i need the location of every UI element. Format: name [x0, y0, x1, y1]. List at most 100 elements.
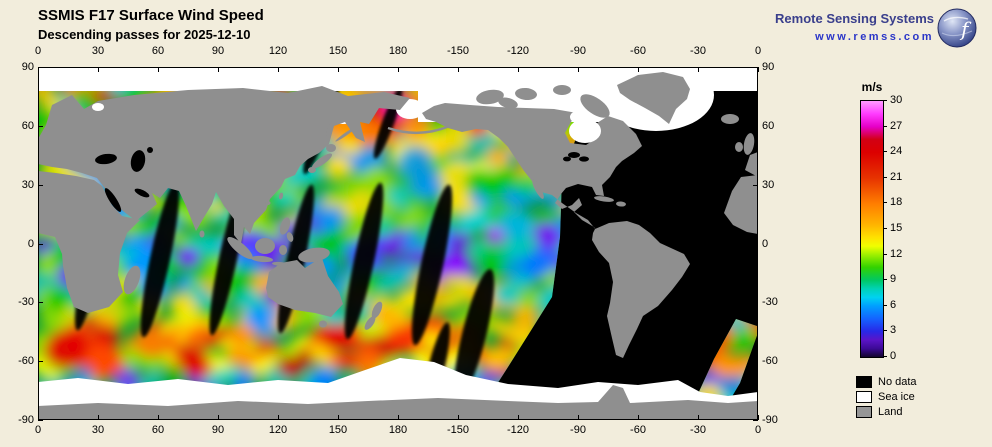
colorbar-tick-mark [883, 253, 887, 255]
org-name: Remote Sensing Systems [775, 11, 934, 26]
tick-mark [38, 125, 43, 127]
swath-gap [411, 184, 453, 346]
tick-mark [278, 67, 279, 72]
tick-mark [758, 67, 759, 72]
swath-gap [344, 182, 384, 340]
page-subtitle: Descending passes for 2025-12-10 [38, 27, 251, 42]
tick-mark [698, 415, 699, 420]
tick-mark [518, 415, 519, 420]
lat-tick-label: -30 [18, 296, 34, 309]
sea-ice-bays [92, 103, 601, 143]
legend-item: No data [856, 374, 917, 389]
colorbar-tick-label: 15 [890, 222, 903, 234]
tick-mark [338, 67, 339, 72]
tick-mark [98, 67, 99, 72]
lon-tick-label: 90 [211, 424, 225, 436]
lon-tick-label: -120 [506, 45, 530, 57]
lat-tick-label: 60 [21, 119, 34, 132]
legend-item: Land [856, 404, 917, 419]
colorbar-unit: m/s [861, 80, 883, 94]
globe-logo-icon: f [936, 7, 978, 49]
lon-tick-label: -90 [570, 45, 586, 57]
tick-mark [218, 415, 219, 420]
world-map [38, 67, 758, 420]
tick-mark [38, 67, 43, 68]
tick-mark [753, 302, 758, 304]
legend-swatch [856, 375, 872, 388]
tick-mark [38, 361, 43, 363]
tick-mark [458, 67, 459, 72]
lon-tick-label: 180 [388, 424, 408, 436]
legend-label: No data [878, 375, 917, 388]
tick-mark [38, 420, 43, 421]
colorbar-tick-mark [883, 202, 887, 204]
lon-tick-label: -150 [446, 45, 470, 57]
colorbar-tick-mark [883, 176, 887, 178]
colorbar-tick-mark [883, 228, 887, 229]
tick-mark [158, 67, 159, 72]
colorbar-tick-mark [883, 330, 887, 332]
lon-tick-label: 60 [151, 45, 165, 57]
lon-tick-label: -120 [506, 424, 530, 436]
tick-mark [38, 243, 43, 245]
colorbar-tick-label: 21 [890, 170, 903, 183]
colorbar-tick-label: 9 [890, 273, 897, 286]
colorbar-tick-label: 0 [890, 350, 897, 362]
lon-tick-label: -150 [446, 424, 470, 436]
legend-swatch [856, 390, 872, 403]
tick-mark [98, 415, 99, 420]
colorbar-tick-label: 18 [890, 196, 903, 209]
colorbar-tick-mark [883, 151, 887, 153]
lon-tick-label: 150 [328, 45, 348, 57]
lon-tick-label: 0 [34, 45, 42, 57]
lat-tick-label: -90 [762, 414, 778, 426]
colorbar-tick-label: 3 [890, 324, 897, 337]
tick-mark [758, 415, 759, 420]
lon-tick-label: -30 [690, 45, 706, 57]
tick-mark [278, 415, 279, 420]
lon-tick-label: 120 [268, 45, 288, 57]
colorbar-tick-label: 12 [890, 247, 903, 260]
lon-tick-label: 30 [91, 424, 105, 436]
lon-tick-label: 0 [754, 45, 762, 57]
swath-gap [453, 268, 495, 402]
tick-mark [638, 415, 639, 420]
lon-tick-label: 60 [151, 424, 165, 436]
tick-mark [398, 67, 399, 72]
tick-mark [218, 67, 219, 72]
colorbar-tick-mark [883, 356, 887, 357]
land-masses [38, 72, 758, 420]
tick-mark [753, 67, 758, 68]
page-title: SSMIS F17 Surface Wind Speed [38, 7, 264, 24]
lon-tick-label: -90 [570, 424, 586, 436]
legend-swatch [856, 405, 872, 418]
colorbar-tick-mark [883, 125, 887, 127]
lon-tick-label: 0 [34, 424, 42, 436]
tick-mark [753, 243, 758, 245]
org-url: www.remss.com [815, 31, 934, 43]
tick-mark [518, 67, 519, 72]
tick-mark [38, 415, 39, 420]
legend-label: Sea ice [878, 390, 915, 403]
lat-tick-label: 90 [762, 61, 775, 73]
legend-item: Sea ice [856, 389, 917, 404]
tick-mark [38, 184, 43, 186]
colorbar-tick-label: 6 [890, 298, 897, 311]
lon-tick-label: 180 [388, 45, 408, 57]
colorbar-tick-label: 27 [890, 119, 903, 132]
tick-mark [38, 67, 39, 72]
lat-tick-label: 30 [762, 178, 775, 191]
colorbar-tick-mark [883, 304, 887, 306]
tick-mark [753, 125, 758, 127]
tick-mark [578, 67, 579, 72]
lon-tick-label: -30 [690, 424, 706, 436]
lon-tick-label: -60 [630, 45, 646, 57]
colorbar-tick-label: 24 [890, 145, 903, 158]
lat-tick-label: 0 [762, 237, 769, 250]
lat-tick-label: -90 [18, 414, 34, 426]
lon-tick-label: -60 [630, 424, 646, 436]
tick-mark [698, 67, 699, 72]
legend-label: Land [878, 405, 903, 418]
lat-tick-label: -30 [762, 296, 778, 309]
